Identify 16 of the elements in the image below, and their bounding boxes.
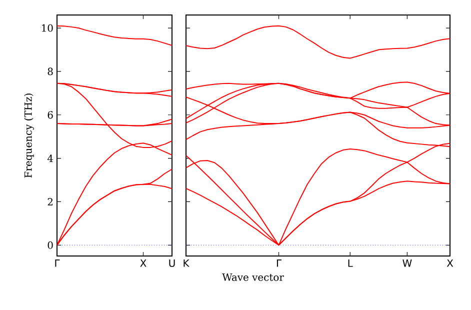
y-tick-label: 8 [48, 68, 53, 76]
x-tick-label: Γ [276, 260, 282, 267]
y-tick-label: 4 [47, 154, 53, 162]
y-tick-label: 0 [48, 241, 53, 249]
x-tick-label: X [140, 260, 146, 267]
y-tick-label: 6 [48, 111, 53, 119]
y-axis-title: Frequency (THz) [24, 94, 34, 178]
x-tick-label: L [348, 260, 353, 267]
x-tick-label: K [184, 260, 190, 267]
y-tick-label: 10 [42, 24, 53, 32]
x-tick-label: Γ [55, 260, 60, 267]
x-tick-label: W [402, 260, 412, 267]
y-tick-label: 2 [48, 198, 52, 206]
x-tick-label: X [446, 260, 454, 267]
x-axis-title: Wave vector [222, 274, 284, 281]
x-tick-label: U [169, 260, 175, 267]
